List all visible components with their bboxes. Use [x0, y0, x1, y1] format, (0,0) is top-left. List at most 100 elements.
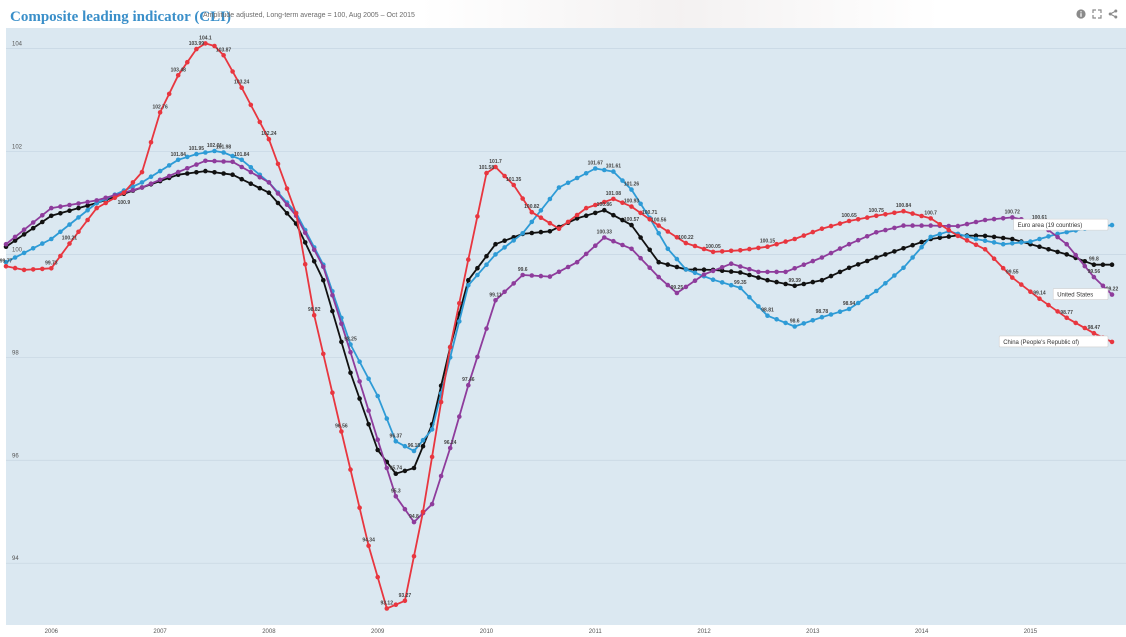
- series-point: [502, 173, 507, 179]
- series-point: [3, 264, 9, 269]
- series-point: [665, 246, 671, 252]
- series-point: [85, 203, 90, 208]
- data-label: 99.56: [1088, 269, 1101, 275]
- series-point: [157, 110, 163, 115]
- series-point: [1000, 235, 1006, 241]
- series-point: [1073, 320, 1078, 326]
- series-point: [484, 170, 489, 176]
- series-point: [810, 318, 816, 323]
- series-point: [94, 205, 99, 211]
- series-point: [1064, 229, 1069, 235]
- series-point: [991, 256, 997, 261]
- series-point: [656, 223, 661, 228]
- series-point: [683, 284, 689, 290]
- series-end-label-text: China (People's Republic of): [1003, 340, 1079, 346]
- series-point: [393, 471, 399, 477]
- expand-icon[interactable]: [1091, 8, 1102, 19]
- x-tick-label: 2014: [915, 629, 929, 635]
- series-point: [166, 173, 172, 179]
- series-point: [747, 294, 752, 300]
- x-tick-label: 2012: [697, 629, 711, 635]
- data-label: 95.3: [391, 488, 401, 494]
- series-point: [447, 445, 453, 451]
- series-point: [239, 85, 244, 90]
- series-point: [40, 213, 45, 218]
- series-point: [538, 229, 544, 235]
- series-point: [955, 223, 961, 229]
- series-point: [774, 241, 779, 247]
- series-point: [602, 199, 607, 205]
- series-point: [393, 439, 399, 444]
- series-point: [457, 414, 462, 419]
- series-point: [402, 443, 408, 449]
- series-point: [1010, 241, 1015, 246]
- series-point: [1073, 252, 1078, 258]
- series-point: [574, 216, 580, 221]
- series-point: [148, 174, 154, 179]
- series-point: [12, 238, 18, 243]
- series-point: [21, 232, 27, 237]
- series-point: [982, 233, 988, 239]
- data-label: 101.84: [234, 152, 250, 158]
- series-point: [946, 227, 952, 233]
- share-icon[interactable]: [1107, 8, 1118, 19]
- data-label: 100.57: [624, 217, 640, 223]
- series-point: [357, 359, 362, 365]
- series-point: [1064, 252, 1069, 257]
- series-point: [864, 294, 870, 300]
- series-point: [892, 273, 897, 278]
- series-point: [257, 175, 263, 180]
- series-point: [792, 236, 797, 242]
- series-point: [565, 264, 571, 270]
- series-point: [1037, 296, 1042, 302]
- data-label: 95.74: [390, 466, 403, 472]
- series-point: [837, 246, 843, 251]
- series-point: [565, 180, 571, 186]
- series-point: [375, 437, 381, 443]
- series-point: [901, 223, 906, 228]
- data-label: 100.7: [924, 210, 937, 216]
- series-point: [1010, 215, 1015, 220]
- series-point: [230, 153, 235, 159]
- series-point: [574, 212, 580, 218]
- y-tick-label: 102: [12, 145, 23, 151]
- series-point: [511, 238, 516, 243]
- series-point: [58, 211, 63, 216]
- series-point: [728, 261, 734, 266]
- series-point: [384, 606, 390, 611]
- series-point: [221, 150, 226, 155]
- series-point: [1100, 262, 1106, 267]
- series-point: [774, 317, 779, 322]
- series-point: [973, 219, 979, 225]
- series-point: [339, 339, 344, 345]
- data-label: 99.22: [1106, 287, 1119, 293]
- series-point: [647, 265, 652, 270]
- series-point: [330, 308, 335, 314]
- series-point: [12, 255, 18, 260]
- data-label: 98.25: [344, 337, 357, 343]
- series-point: [919, 213, 924, 219]
- series-point: [212, 158, 217, 164]
- series-point: [638, 235, 643, 240]
- series-point: [593, 243, 598, 248]
- series-point: [855, 262, 861, 267]
- series-point: [12, 265, 18, 271]
- series-end-label: Euro area (19 countries): [1013, 218, 1109, 231]
- series-point: [656, 274, 661, 280]
- series-point: [221, 53, 226, 58]
- series-point: [973, 236, 979, 242]
- chart-title: Composite leading indicator (CLI): [10, 9, 231, 25]
- series-point: [321, 351, 326, 357]
- series-point: [1000, 216, 1006, 221]
- series-point: [910, 255, 915, 260]
- series-point: [466, 382, 471, 388]
- info-icon[interactable]: [1075, 8, 1086, 19]
- series-point: [747, 266, 752, 272]
- series-point: [919, 223, 924, 228]
- series-point: [230, 172, 235, 177]
- series-point: [602, 167, 607, 173]
- data-label: 100.9: [118, 200, 131, 206]
- series-point: [366, 422, 371, 427]
- series-point: [49, 205, 54, 211]
- series-point: [49, 213, 54, 219]
